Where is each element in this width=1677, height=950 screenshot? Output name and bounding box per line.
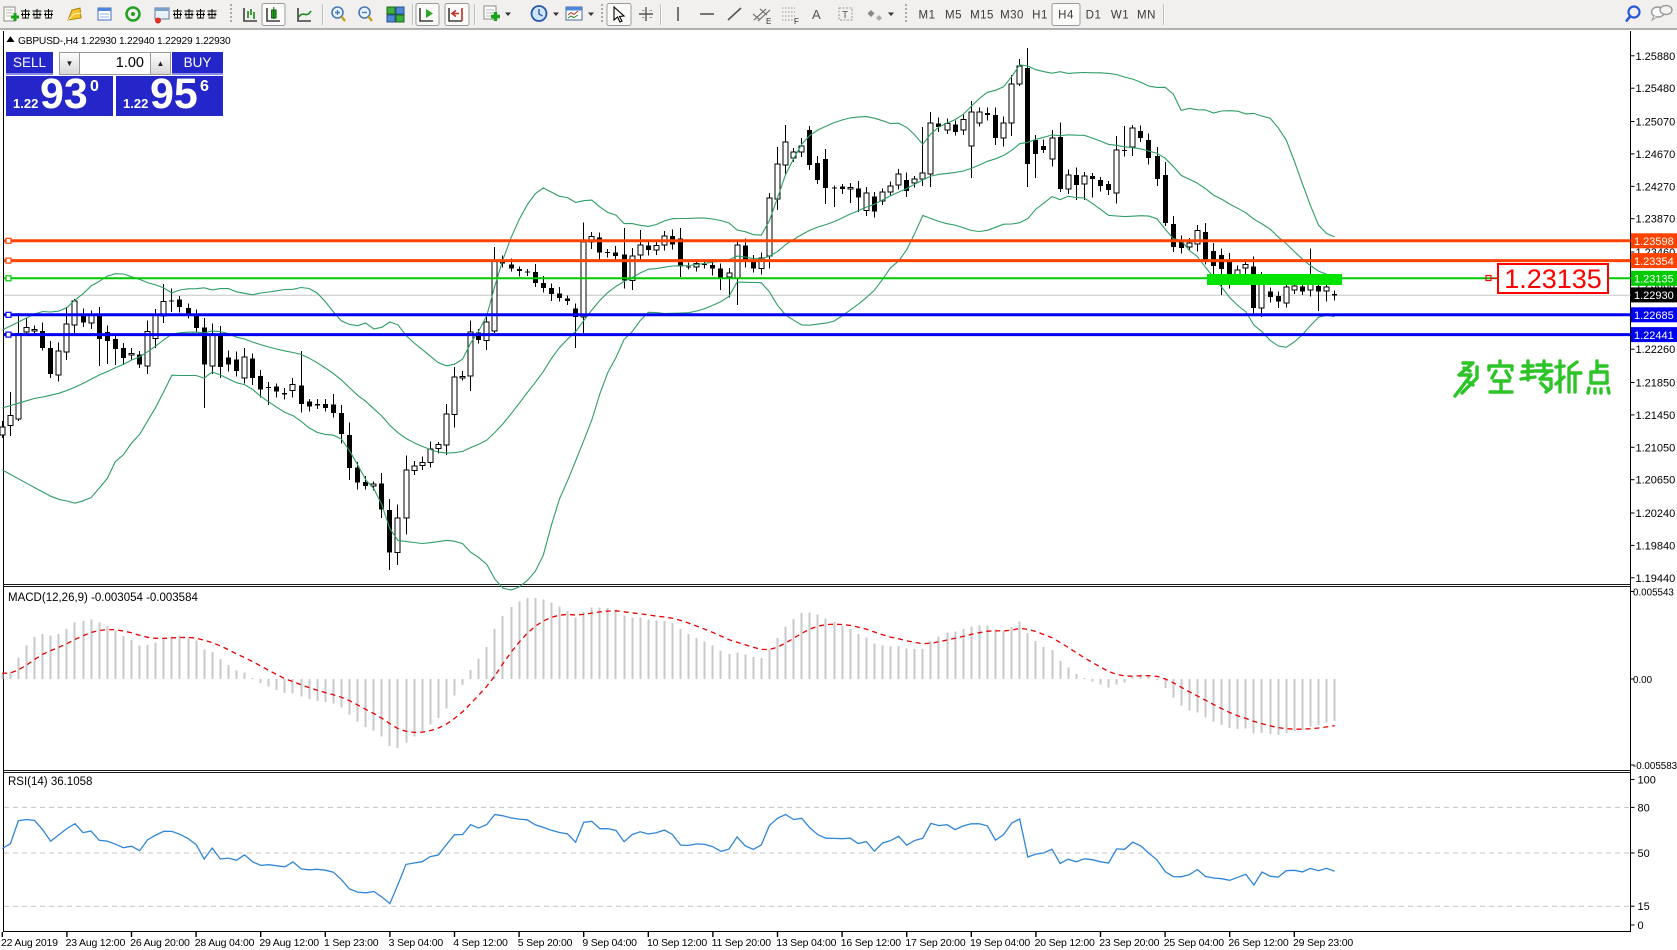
svg-text:1.25880: 1.25880: [1636, 51, 1676, 63]
svg-text:1.23135: 1.23135: [1634, 274, 1674, 286]
svg-text:23 Aug 12:00: 23 Aug 12:00: [66, 937, 126, 949]
svg-text:16 Sep 12:00: 16 Sep 12:00: [841, 937, 901, 949]
svg-text:22 Aug 2019: 22 Aug 2019: [1, 937, 58, 949]
svg-text:100: 100: [1638, 775, 1656, 787]
svg-text:1.20650: 1.20650: [1636, 475, 1676, 487]
svg-text:H1: H1: [1032, 10, 1048, 22]
svg-text:5 Sep 20:00: 5 Sep 20:00: [518, 937, 573, 949]
svg-text:1.22441: 1.22441: [1634, 330, 1674, 342]
svg-text:26 Aug 20:00: 26 Aug 20:00: [130, 937, 190, 949]
svg-text:17 Sep 20:00: 17 Sep 20:00: [905, 937, 965, 949]
svg-text:1.19840: 1.19840: [1636, 540, 1676, 552]
svg-text:10 Sep 12:00: 10 Sep 12:00: [647, 937, 707, 949]
svg-text:-0.005583: -0.005583: [1633, 761, 1677, 772]
svg-text:3 Sep 04:00: 3 Sep 04:00: [389, 937, 444, 949]
svg-text:RSI(14) 36.1058: RSI(14) 36.1058: [8, 776, 92, 788]
svg-text:1.19440: 1.19440: [1636, 573, 1676, 585]
svg-text:19 Sep 04:00: 19 Sep 04:00: [970, 937, 1030, 949]
svg-text:H4: H4: [1058, 10, 1074, 22]
svg-text:1.25480: 1.25480: [1636, 83, 1676, 95]
svg-text:1.23354: 1.23354: [1634, 256, 1674, 268]
svg-text:9 Sep 04:00: 9 Sep 04:00: [582, 937, 637, 949]
svg-text:50: 50: [1638, 848, 1650, 860]
svg-text:1.24270: 1.24270: [1636, 181, 1676, 193]
svg-text:13 Sep 04:00: 13 Sep 04:00: [776, 937, 836, 949]
svg-text:F: F: [794, 17, 799, 26]
svg-text:1.24670: 1.24670: [1636, 149, 1676, 161]
svg-text:T: T: [842, 10, 848, 21]
svg-text:1.22260: 1.22260: [1636, 344, 1676, 356]
svg-text:1.23870: 1.23870: [1636, 214, 1676, 226]
svg-text:1.22685: 1.22685: [1634, 310, 1674, 322]
svg-text:1.23598: 1.23598: [1634, 236, 1674, 248]
svg-text:M1: M1: [919, 10, 936, 22]
svg-text:0.00: 0.00: [1633, 675, 1653, 686]
svg-text:0: 0: [1638, 920, 1644, 932]
svg-text:20 Sep 12:00: 20 Sep 12:00: [1035, 937, 1095, 949]
svg-text:15: 15: [1638, 901, 1650, 913]
svg-text:28 Aug 04:00: 28 Aug 04:00: [195, 937, 255, 949]
svg-text:23 Sep 20:00: 23 Sep 20:00: [1099, 937, 1159, 949]
svg-text:1.25070: 1.25070: [1636, 117, 1676, 129]
svg-text:GBPUSD-,H4 1.22930 1.22940 1.: GBPUSD-,H4 1.22930 1.22940 1.22929 1.229…: [18, 36, 231, 47]
svg-text:M15: M15: [970, 10, 994, 22]
svg-text:1.21850: 1.21850: [1636, 378, 1676, 390]
svg-text:4 Sep 12:00: 4 Sep 12:00: [453, 937, 508, 949]
svg-text:1.23135: 1.23135: [1504, 264, 1602, 294]
svg-text:1.22930: 1.22930: [1634, 290, 1674, 302]
svg-text:1 Sep 23:00: 1 Sep 23:00: [324, 937, 379, 949]
svg-text:80: 80: [1638, 802, 1650, 814]
svg-text:1.21450: 1.21450: [1636, 410, 1676, 422]
svg-text:M30: M30: [1000, 10, 1024, 22]
svg-text:1.20240: 1.20240: [1636, 508, 1676, 520]
svg-text:W1: W1: [1111, 10, 1129, 22]
svg-text:29 Sep 23:00: 29 Sep 23:00: [1293, 937, 1353, 949]
svg-text:1.21050: 1.21050: [1636, 442, 1676, 454]
svg-text:A: A: [812, 7, 821, 22]
svg-text:M5: M5: [945, 10, 962, 22]
svg-text:D1: D1: [1086, 10, 1102, 22]
svg-text:MACD(12,26,9) -0.003054 -0.003: MACD(12,26,9) -0.003054 -0.003584: [8, 592, 198, 604]
svg-text:MN: MN: [1137, 10, 1156, 22]
svg-text:25 Sep 04:00: 25 Sep 04:00: [1164, 937, 1224, 949]
svg-text:E: E: [766, 17, 771, 26]
svg-text:11 Sep 20:00: 11 Sep 20:00: [712, 937, 772, 949]
svg-text:29 Aug 12:00: 29 Aug 12:00: [259, 937, 319, 949]
svg-text:26 Sep 12:00: 26 Sep 12:00: [1228, 937, 1288, 949]
svg-text:0.005543: 0.005543: [1633, 588, 1674, 599]
